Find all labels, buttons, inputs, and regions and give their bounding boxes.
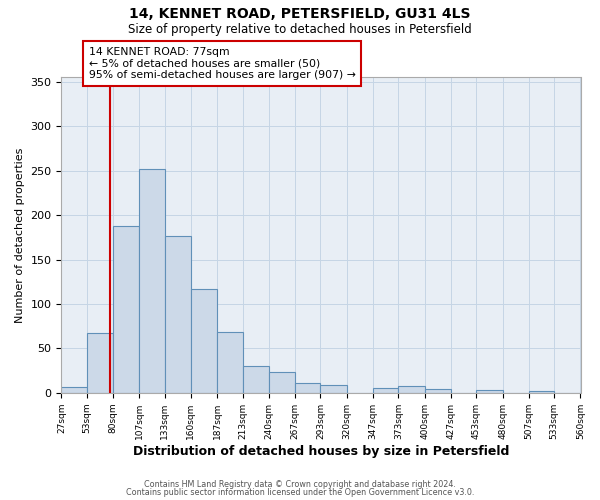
Bar xyxy=(373,388,398,393)
Text: Contains public sector information licensed under the Open Government Licence v3: Contains public sector information licen… xyxy=(126,488,474,497)
X-axis label: Distribution of detached houses by size in Petersfield: Distribution of detached houses by size … xyxy=(133,444,509,458)
Bar xyxy=(217,332,242,393)
Bar xyxy=(269,372,295,393)
Bar xyxy=(242,366,269,393)
Bar xyxy=(113,226,139,393)
Text: Contains HM Land Registry data © Crown copyright and database right 2024.: Contains HM Land Registry data © Crown c… xyxy=(144,480,456,489)
Text: Size of property relative to detached houses in Petersfield: Size of property relative to detached ho… xyxy=(128,22,472,36)
Text: 14, KENNET ROAD, PETERSFIELD, GU31 4LS: 14, KENNET ROAD, PETERSFIELD, GU31 4LS xyxy=(129,8,471,22)
Bar xyxy=(164,236,191,393)
Bar xyxy=(476,390,503,393)
Bar xyxy=(398,386,425,393)
Bar xyxy=(139,169,164,393)
Bar xyxy=(61,386,87,393)
Bar xyxy=(191,289,217,393)
Bar xyxy=(87,334,113,393)
Bar xyxy=(295,383,320,393)
Bar xyxy=(425,390,451,393)
Text: 14 KENNET ROAD: 77sqm
← 5% of detached houses are smaller (50)
95% of semi-detac: 14 KENNET ROAD: 77sqm ← 5% of detached h… xyxy=(89,47,356,80)
Bar xyxy=(320,385,347,393)
Bar xyxy=(529,391,554,393)
Y-axis label: Number of detached properties: Number of detached properties xyxy=(15,148,25,323)
